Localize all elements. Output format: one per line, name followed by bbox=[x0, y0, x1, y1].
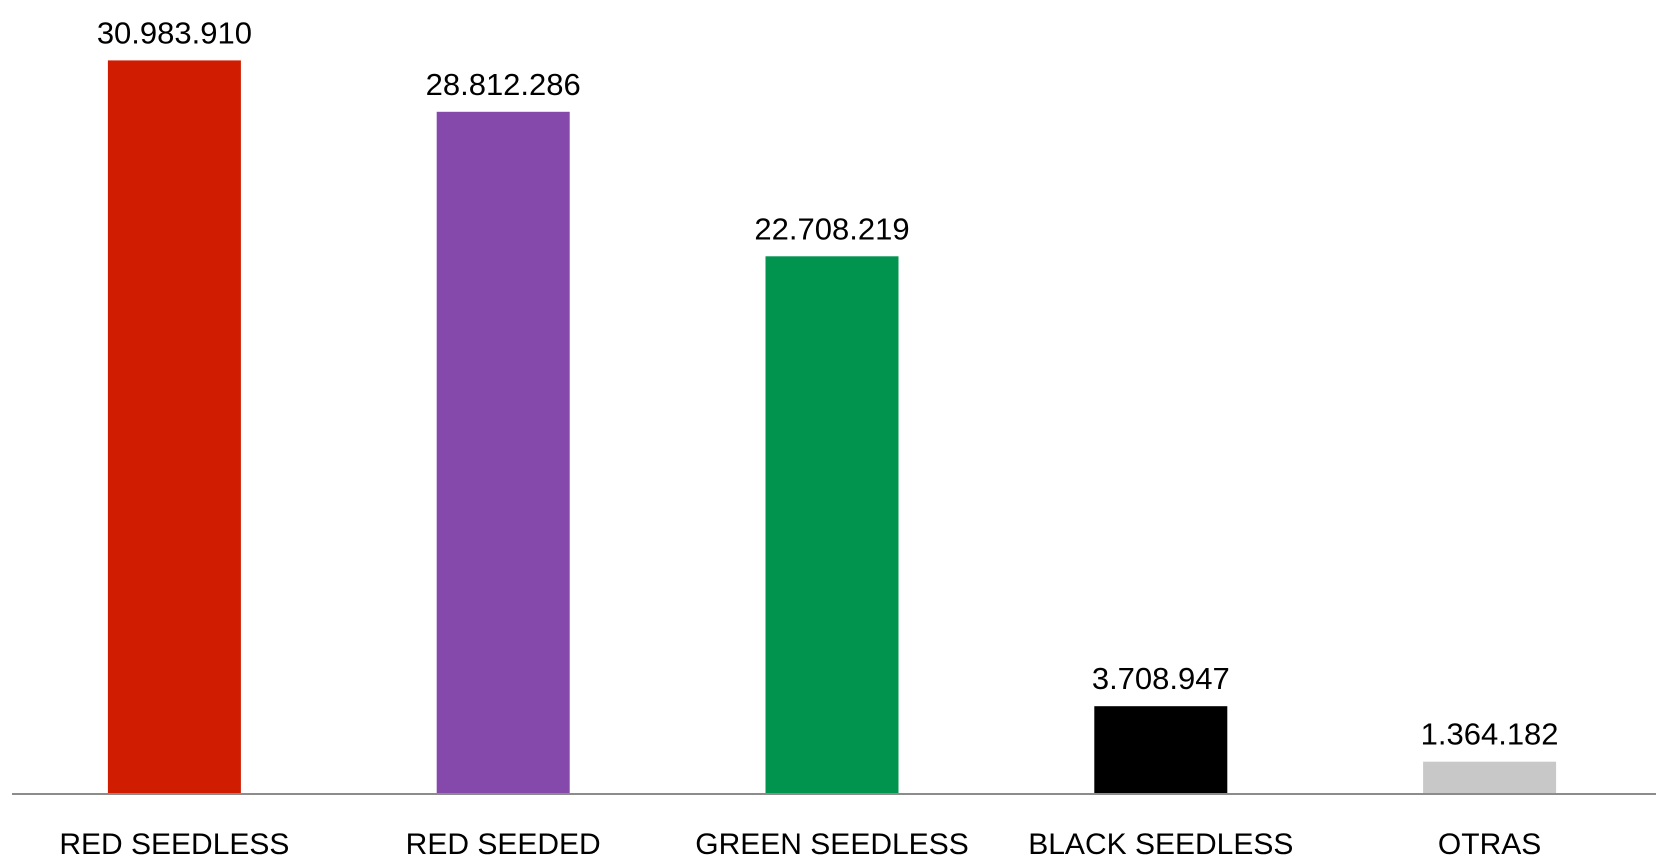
category-label-green-seedless: GREEN SEEDLESS bbox=[695, 828, 968, 860]
data-label-black-seedless: 3.708.947 bbox=[1092, 661, 1230, 696]
category-label-otras: OTRAS bbox=[1438, 828, 1541, 860]
bars-layer bbox=[107, 60, 1557, 795]
category-label-red-seedless: RED SEEDLESS bbox=[59, 828, 289, 860]
bar-green-seedless bbox=[765, 256, 899, 794]
data-label-red-seedless: 30.983.910 bbox=[97, 15, 252, 50]
bar-otras bbox=[1423, 761, 1557, 794]
category-label-black-seedless: BLACK SEEDLESS bbox=[1028, 828, 1293, 860]
category-label-red-seeded: RED SEEDED bbox=[406, 828, 601, 860]
data-label-red-seeded: 28.812.286 bbox=[426, 67, 581, 102]
data-label-otras: 1.364.182 bbox=[1421, 717, 1559, 752]
labels-layer: 30.983.910 RED SEEDLESS 28.812.286 RED SEED… bbox=[59, 15, 1559, 861]
bar-red-seeded bbox=[436, 111, 570, 795]
bar-red-seedless bbox=[107, 60, 241, 794]
bar-black-seedless bbox=[1094, 706, 1228, 794]
data-label-green-seedless: 22.708.219 bbox=[754, 211, 909, 246]
